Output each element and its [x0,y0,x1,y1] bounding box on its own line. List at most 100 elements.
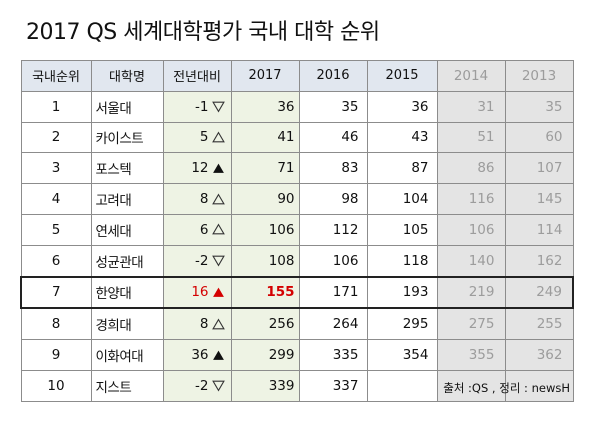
university-name-cell: 서울대 [90,90,164,123]
university-name-cell: 고려대 [90,183,164,215]
header-2016: 2016 [298,60,368,92]
up-triangle-filled-icon [212,350,224,360]
change-cell: -1 [162,90,232,123]
university-name-cell: 경희대 [90,307,164,341]
rank-cell: 9 [20,339,92,371]
score-2017-cell: 41 [230,121,300,154]
down-triangle-icon [211,255,225,267]
score-2017-cell: 71 [230,152,300,185]
score-2013-cell: 255 [504,307,574,341]
score-2016-cell: 337 [298,369,368,402]
header-2017: 2017 [230,60,300,92]
score-2015-cell: 87 [366,152,438,185]
change-value: 8 [199,191,209,208]
change-cell: 8 [162,307,232,341]
rank-cell: 7 [20,275,92,310]
score-2013-cell: 162 [504,244,574,278]
change-cell: 8 [162,183,232,215]
score-2013-cell: 60 [504,121,574,154]
change-cell: 12 [162,152,232,185]
score-2017-cell: 108 [230,244,300,278]
score-2014-cell: 106 [436,213,506,246]
score-2016-cell: 335 [298,339,368,371]
university-name-cell: 성균관대 [90,244,164,278]
score-2016-cell: 98 [298,183,368,215]
rank-cell: 5 [20,213,92,246]
score-2017-cell: 299 [230,339,300,371]
change-cell: -2 [162,244,232,278]
header-2014: 2014 [436,60,506,92]
change-value: 16 [191,284,209,301]
header-name: 대학명 [90,60,164,92]
score-2014-cell: 140 [436,244,506,278]
table-row: 3 포스텍 12 71 83 87 86 107 [20,152,574,185]
ranking-table: 국내순위 대학명 전년대비 2017 2016 2015 2014 2013 1… [20,60,574,402]
header-2013: 2013 [504,60,574,92]
table-row: 10 지스트 -2 339 337 [20,369,574,402]
up-triangle-filled-icon [212,287,224,297]
score-2015-cell: 354 [366,339,438,371]
table-row: 7 한양대 16 155 171 193 219 249 [20,275,574,310]
table-row: 6 성균관대 -2 108 106 118 140 162 [20,244,574,278]
up-triangle-icon [211,131,225,143]
header-rank: 국내순위 [20,60,92,92]
rank-cell: 8 [20,307,92,341]
score-2014-cell: 116 [436,183,506,215]
table-row: 4 고려대 8 90 98 104 116 145 [20,183,574,215]
rank-cell: 3 [20,152,92,185]
score-2015-cell: 104 [366,183,438,215]
change-cell: -2 [162,369,232,402]
university-name-cell: 연세대 [90,213,164,246]
up-triangle-icon [211,223,225,235]
score-2015-cell: 295 [366,307,438,341]
score-2016-cell: 83 [298,152,368,185]
score-2014-cell: 219 [436,275,506,310]
score-2013-cell: 114 [504,213,574,246]
score-2016-cell: 112 [298,213,368,246]
change-value: -1 [195,98,209,115]
table-row: 5 연세대 6 106 112 105 106 114 [20,213,574,246]
score-2016-cell: 46 [298,121,368,154]
table-row: 9 이화여대 36 299 335 354 355 362 [20,339,574,371]
table-row: 2 카이스트 5 41 46 43 51 60 [20,121,574,154]
score-2015-cell: 43 [366,121,438,154]
score-2015-cell: 36 [366,90,438,123]
change-value: 8 [199,316,209,333]
rank-cell: 1 [20,90,92,123]
change-value: 36 [191,347,209,364]
header-2015: 2015 [366,60,438,92]
change-cell: 36 [162,339,232,371]
score-2013-cell: 145 [504,183,574,215]
up-triangle-filled-icon [212,163,224,173]
score-2013-cell [504,369,574,402]
up-triangle-icon [211,193,225,204]
change-cell: 5 [162,121,232,154]
change-value: -2 [195,377,209,394]
table-row: 1 서울대 -1 36 35 36 31 35 [20,90,574,123]
score-2013-cell: 362 [504,339,574,371]
change-value: 6 [199,221,209,238]
score-2014-cell: 51 [436,121,506,154]
score-2013-cell: 249 [504,275,574,310]
score-2015-cell: 105 [366,213,438,246]
university-name-cell: 이화여대 [90,339,164,371]
header-change: 전년대비 [162,60,232,92]
score-2017-cell: 90 [230,183,300,215]
score-2014-cell: 355 [436,339,506,371]
down-triangle-icon [211,101,225,113]
score-2017-cell: 155 [230,275,300,310]
score-2017-cell: 36 [230,90,300,123]
source-note: 출처 :QS , 정리 : newsH [443,381,570,395]
change-value: -2 [195,252,209,269]
table-row: 8 경희대 8 256 264 295 275 255 [20,307,574,341]
score-2015-cell: 118 [366,244,438,278]
up-triangle-icon [211,318,225,330]
score-2016-cell: 35 [298,90,368,123]
rank-cell: 4 [20,183,92,215]
change-cell: 16 [162,275,232,310]
down-triangle-icon [211,380,225,392]
score-2016-cell: 106 [298,244,368,278]
rank-cell: 6 [20,244,92,278]
score-2014-cell: 86 [436,152,506,185]
change-value: 12 [191,160,209,177]
